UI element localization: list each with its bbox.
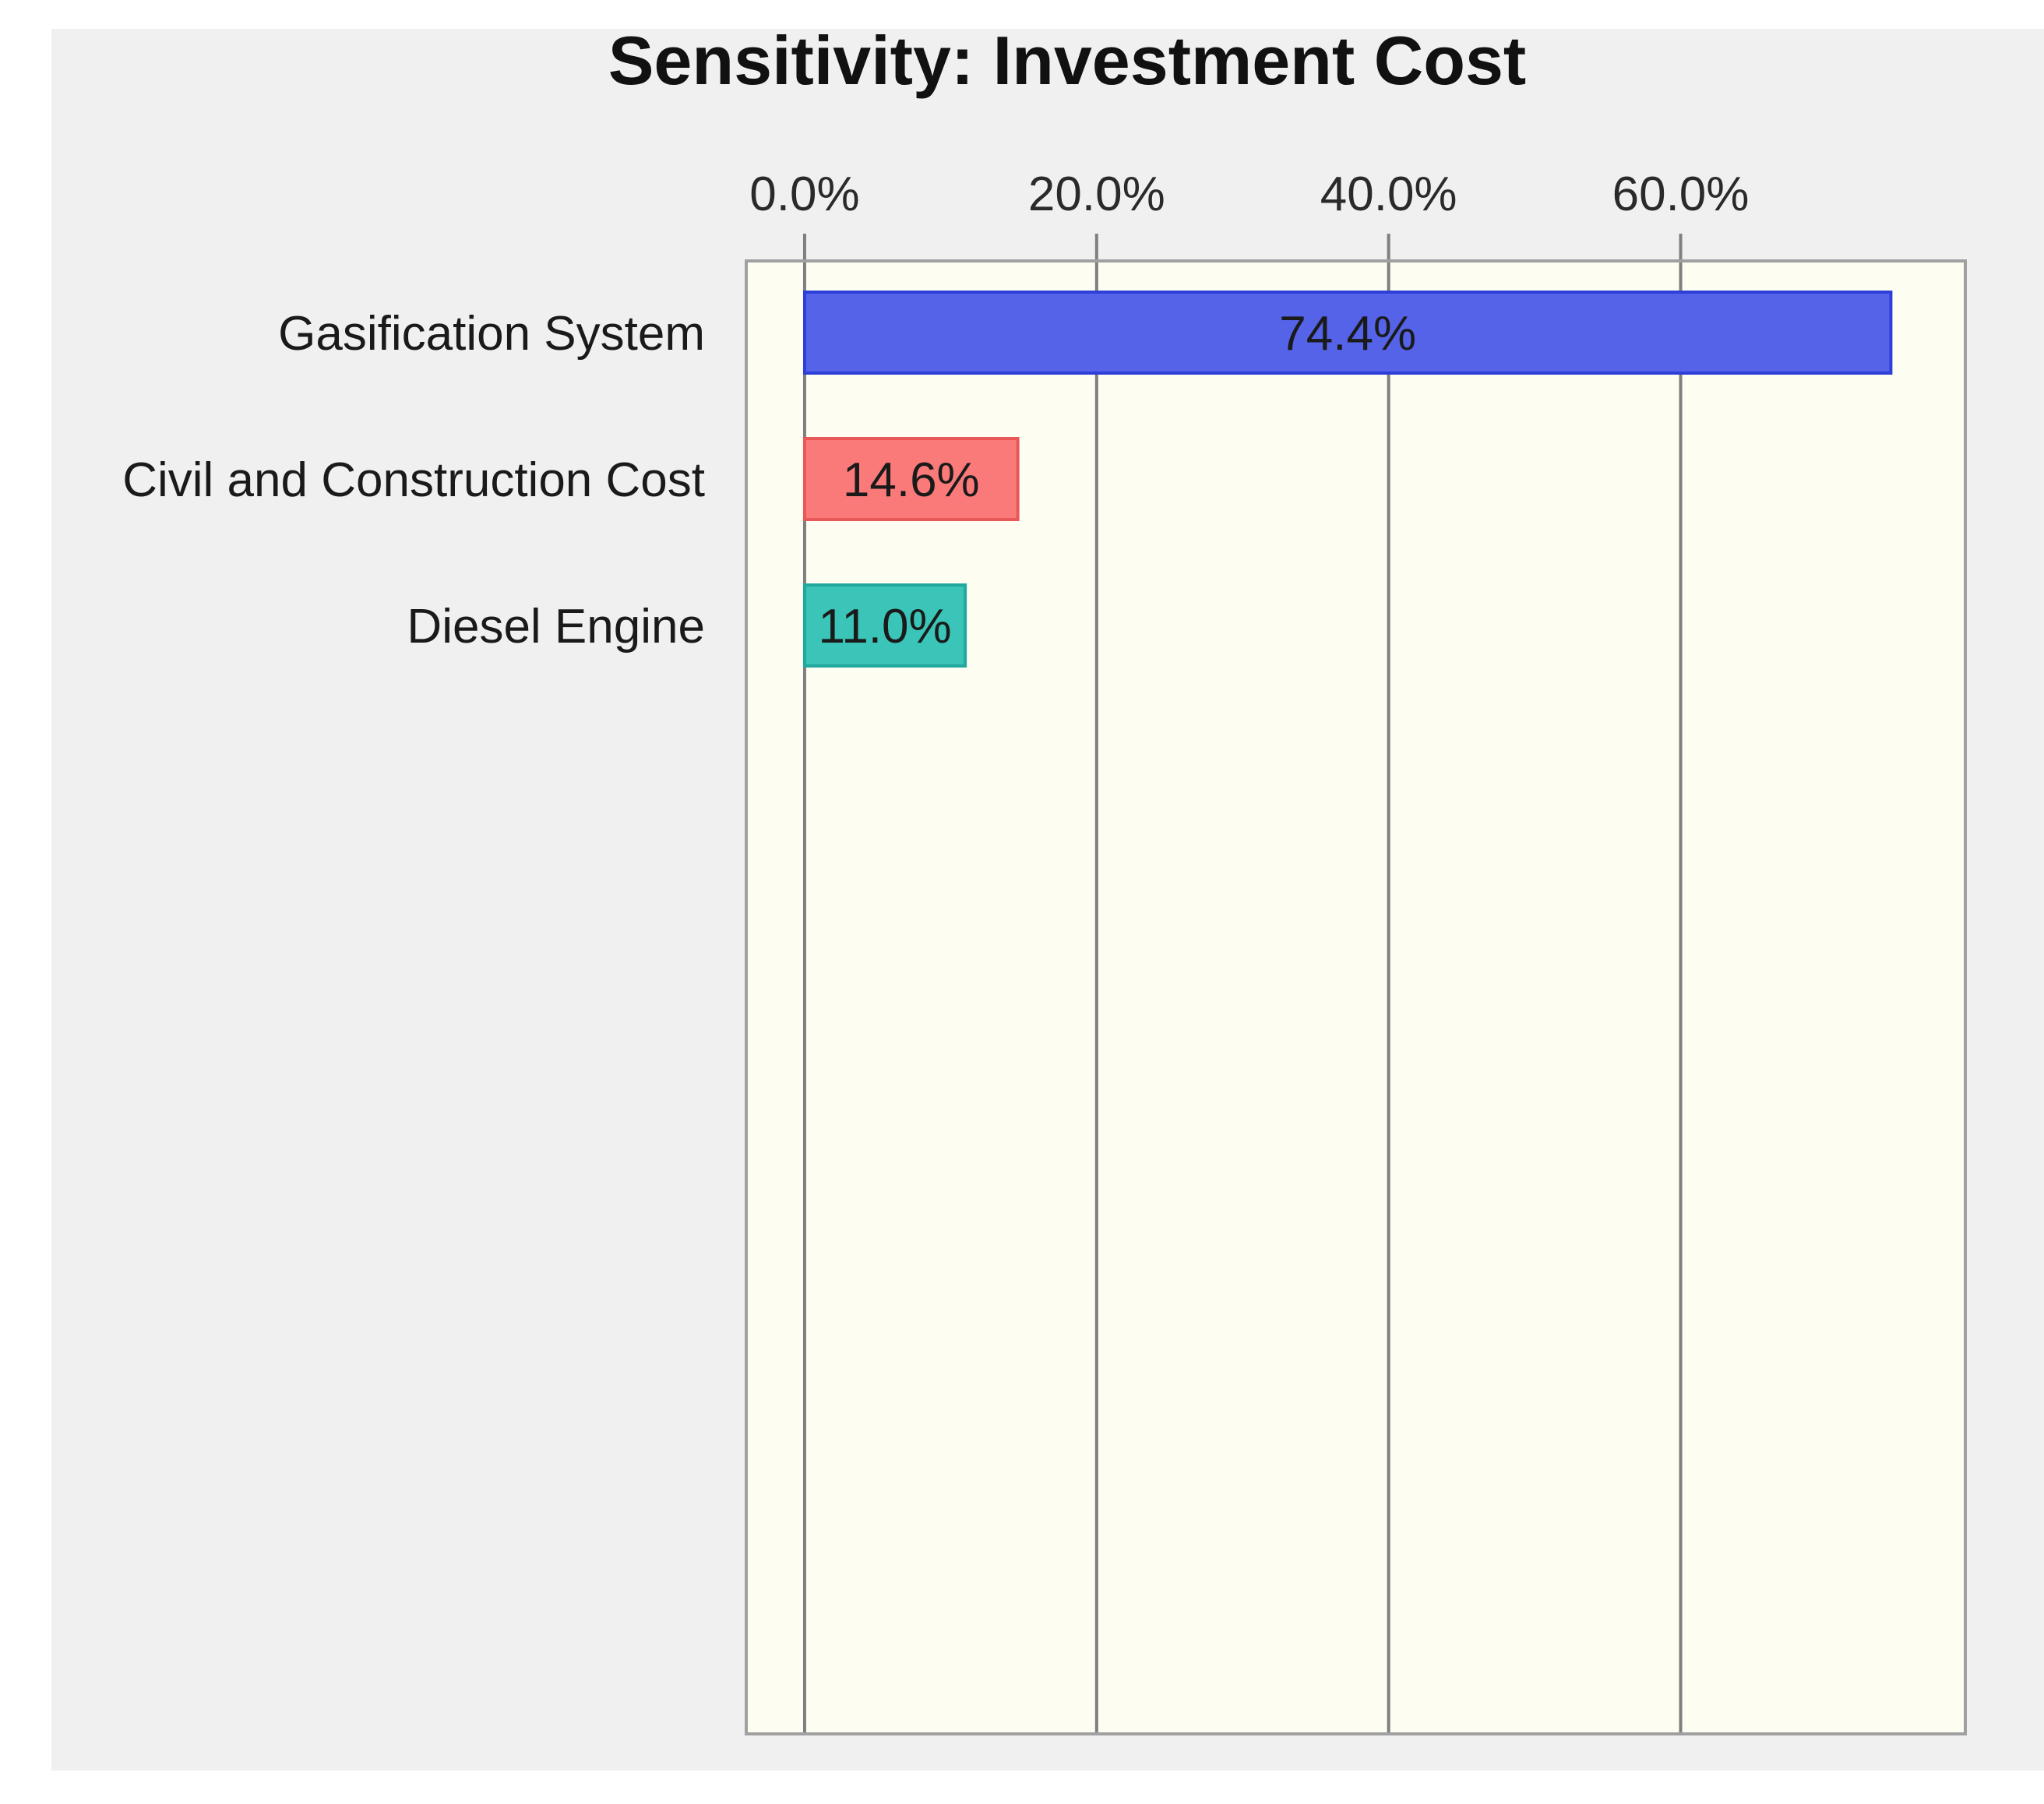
value-label: 11.0% [818,600,951,654]
category-label: Diesel Engine [407,600,705,654]
x-tick-label: 20.0% [1028,167,1165,221]
bar [802,437,1020,521]
chart-title: Sensitivity: Investment Cost [608,22,1527,99]
value-label: 14.6% [843,453,980,507]
x-tick-label: 60.0% [1612,167,1750,221]
category-label: Civil and Construction Cost [122,453,705,507]
x-axis-tick-labels: 0.0% 20.0% 40.0% 60.0% [749,167,1749,221]
value-label: 74.4% [1279,307,1416,361]
value-labels: 74.4% 14.6% 11.0% [818,307,1416,654]
x-tick-label: 40.0% [1320,167,1457,221]
bars [802,291,1893,668]
plot-frame [745,259,1967,1735]
x-tick-label: 0.0% [749,167,859,221]
bar [802,583,967,668]
category-label: Gasification System [278,307,705,361]
bar [802,291,1893,375]
category-labels: Gasification System Civil and Constructio… [122,307,705,654]
